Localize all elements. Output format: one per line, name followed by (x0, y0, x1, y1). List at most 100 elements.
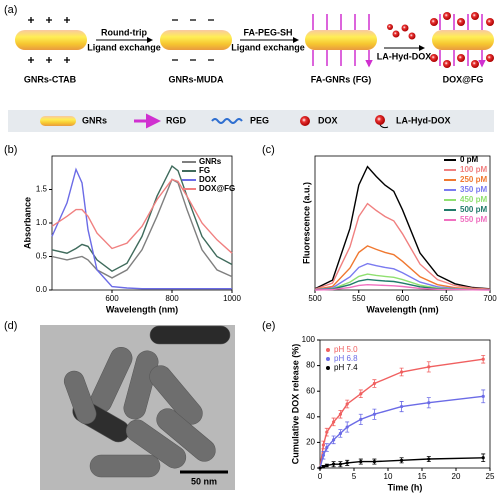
point (481, 456, 485, 460)
point (359, 417, 363, 421)
x-tick-label: 650 (440, 294, 454, 303)
point (332, 462, 336, 466)
x-tick-label: 25 (486, 472, 495, 481)
point (345, 461, 349, 465)
step-label: FA-PEG-SH (243, 27, 292, 37)
y-tick-label: 60 (306, 386, 315, 395)
point (321, 443, 325, 447)
legend-label: LA-Hyd-DOX (396, 115, 451, 125)
point (345, 402, 349, 406)
tem-image: 50 nm (40, 325, 235, 490)
y-tick-label: 0.0 (36, 285, 48, 294)
point (359, 392, 363, 396)
series-line (314, 283, 491, 291)
legend-label: DOX (318, 115, 338, 125)
legend-label: 250 pM (460, 175, 487, 184)
point (400, 458, 404, 462)
legend-swatch (326, 366, 330, 370)
panel-label: (d) (4, 320, 17, 332)
point (325, 463, 329, 468)
point (332, 420, 336, 424)
y-tick-label: 40 (306, 412, 315, 421)
legend-label: DOX (199, 175, 217, 184)
x-tick-label: 800 (165, 294, 179, 303)
point (338, 431, 342, 436)
y-tick-label: 20 (306, 438, 315, 447)
legend-label: pH 6.8 (334, 354, 358, 363)
legend-label: 0 pM (460, 155, 479, 164)
legend-swatch (326, 357, 330, 361)
x-tick-label: 15 (418, 472, 427, 481)
point (325, 430, 329, 434)
rod (160, 30, 232, 50)
charges (28, 17, 214, 63)
panel-label: (c) (262, 144, 275, 156)
rod (305, 30, 377, 50)
point (321, 453, 325, 457)
point (372, 412, 376, 416)
y-tick-label: 0.5 (36, 252, 48, 261)
x-tick-label: 600 (105, 294, 119, 303)
dox-cluster (387, 24, 416, 40)
x-tick-label: 550 (352, 294, 366, 303)
legend-label: pH 5.0 (334, 345, 358, 354)
x-tick-label: 10 (384, 472, 393, 481)
point (427, 401, 431, 405)
series-line (51, 178, 233, 279)
legend-label: 500 pM (460, 205, 487, 214)
y-tick-label: 100 (302, 335, 316, 344)
point (332, 438, 336, 442)
point (338, 412, 342, 416)
x-tick-label: 500 (308, 294, 322, 303)
legend-icon (211, 118, 243, 124)
stage-label: GNRs-MUDA (169, 74, 224, 84)
plot-frame (319, 339, 491, 469)
step-label: LA-Hyd-DOX (377, 51, 432, 61)
dox-balls (430, 12, 494, 68)
point (321, 465, 325, 469)
x-tick-label: 5 (352, 472, 357, 481)
schematic: Round-trip Ligand exchange FA-PEG-SH Lig… (15, 12, 494, 84)
x-tick-label: 0 (318, 472, 323, 481)
x-tick-label: 600 (396, 294, 410, 303)
legend-label: GNRs (82, 115, 107, 125)
x-tick-label: 700 (483, 294, 497, 303)
legend-label: pH 7.4 (334, 363, 358, 372)
y-tick-label: 0 (311, 463, 316, 472)
legend-label: DOX@FG (199, 184, 235, 193)
series-line (51, 178, 233, 254)
series-line (314, 245, 491, 291)
series-line (314, 165, 491, 290)
point (400, 370, 404, 374)
legend-icon (300, 116, 310, 126)
stage-label: DOX@FG (443, 74, 484, 84)
rgd-arrows (312, 14, 369, 66)
step-label: Ligand exchange (231, 42, 305, 52)
scale-bar-label: 50 nm (191, 476, 217, 486)
point (318, 466, 322, 470)
legend-label: 450 pM (460, 195, 487, 204)
point (400, 404, 404, 409)
legend-background (8, 110, 494, 132)
y-tick-label: 80 (306, 361, 315, 370)
step-label: Ligand exchange (87, 42, 161, 52)
x-axis-label: Wavelength (nm) (106, 304, 178, 314)
legend-icon (40, 116, 76, 126)
legend-label: 100 pM (460, 165, 487, 174)
series-line (51, 167, 232, 290)
step-label: Round-trip (101, 27, 147, 37)
point (427, 457, 431, 461)
rgd-arrows (439, 14, 482, 66)
x-axis-label: Wavelength (nm) (366, 304, 438, 314)
point (338, 462, 342, 466)
legend-label: 550 pM (460, 215, 487, 224)
point (345, 425, 349, 429)
point (372, 381, 376, 386)
point (427, 365, 431, 369)
legend-label: 350 pM (460, 185, 487, 194)
panel-label: (e) (262, 320, 275, 332)
panel-label: (a) (4, 4, 17, 16)
y-tick-label: 1.0 (36, 218, 48, 227)
